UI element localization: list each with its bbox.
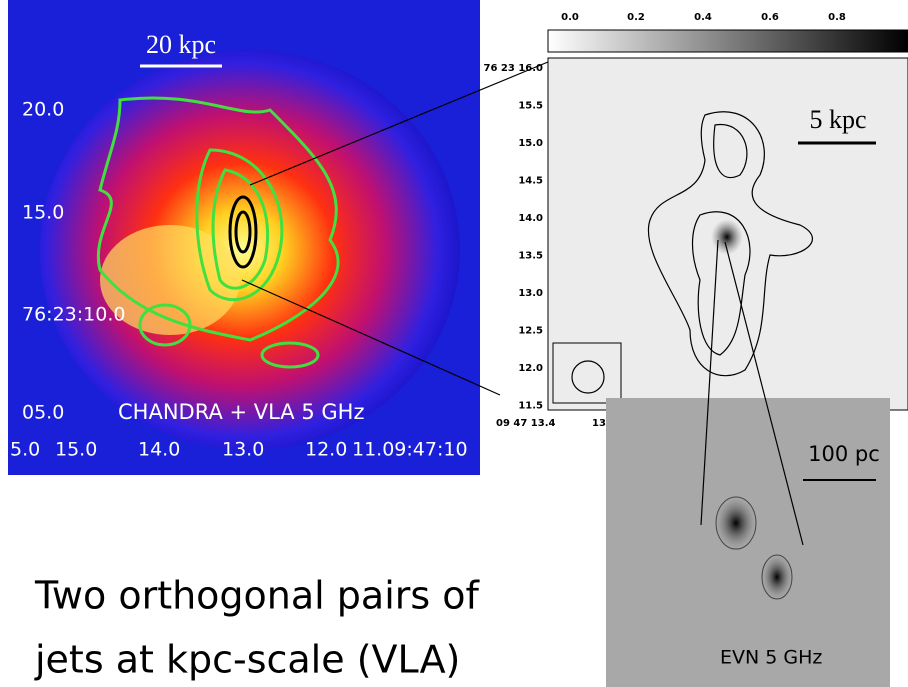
axis-label: 05.0	[22, 402, 64, 424]
axis-label: 76 23 16.0	[484, 63, 544, 74]
scale-label: 5 kpc	[809, 105, 866, 134]
scale-label: 20 kpc	[146, 30, 216, 59]
axis-label: 20.0	[22, 99, 64, 121]
axis-label: 13.5	[518, 251, 543, 262]
axis-label: 15.0	[22, 202, 64, 224]
axis-label: 13.0	[222, 439, 264, 461]
axis-label: 14.0	[138, 439, 180, 461]
axis-label: 14.0	[518, 213, 543, 224]
evn-component	[762, 555, 792, 599]
axis-label: 15.5	[518, 101, 543, 112]
axis-label: 11.5	[518, 401, 543, 412]
axis-label: 15.0	[518, 138, 543, 149]
axis-label: 12.0	[305, 439, 347, 461]
scale-label: 100 pc	[808, 442, 880, 466]
axis-label: 09 47 13.4	[496, 418, 556, 429]
evn-component	[716, 497, 756, 549]
axis-label: 14.5	[518, 176, 543, 187]
axis-label: 76:23:10.0	[22, 304, 125, 326]
caption: EVN 5 GHz	[720, 647, 822, 669]
xray-emission	[40, 50, 460, 450]
axis-label: 0.0	[561, 12, 579, 23]
body-text: Two orthogonal pairs of	[34, 574, 481, 618]
axis-label: 11.09:47:10	[352, 439, 468, 461]
axis-label: 0.8	[828, 12, 846, 23]
axis-label: 13.0	[518, 288, 543, 299]
axis-label: 12.0	[518, 363, 543, 374]
axis-label: 0.2	[627, 12, 645, 23]
slide: 20 kpc CHANDRA + VLA 5 GHz 20.0 15.0 76:23…	[0, 0, 908, 687]
axis-label: 15.0	[55, 439, 97, 461]
axis-label: 5.0	[10, 439, 40, 461]
caption: CHANDRA + VLA 5 GHz	[118, 400, 364, 424]
colorbar	[548, 30, 908, 52]
axis-label: 12.5	[518, 326, 543, 337]
axis-label: 0.4	[694, 12, 712, 23]
axis-label: 0.6	[761, 12, 779, 23]
body-text: jets at kpc-scale (VLA)	[34, 638, 460, 682]
